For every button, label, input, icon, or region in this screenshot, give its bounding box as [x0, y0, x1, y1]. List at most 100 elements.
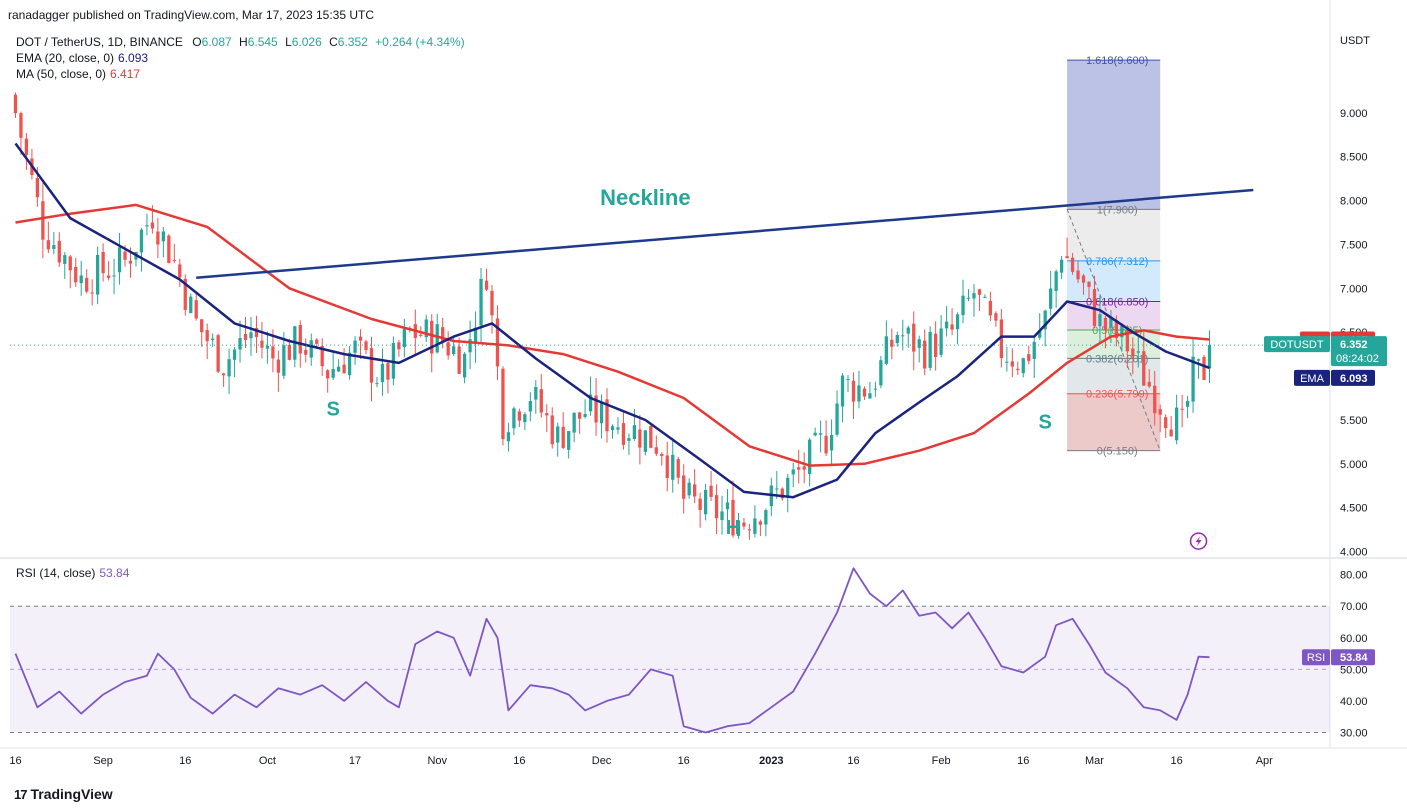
candle — [150, 222, 155, 229]
candle — [1070, 257, 1075, 272]
ema-legend[interactable]: EMA (20, close, 0) 6.093 — [16, 51, 149, 65]
candle — [19, 113, 23, 138]
pattern-label: S — [1039, 412, 1052, 434]
time-tick-label: 16 — [678, 755, 690, 767]
candle — [862, 388, 867, 397]
ma-legend[interactable]: MA (50, close, 0) 6.417 — [16, 67, 141, 81]
candle — [287, 344, 291, 360]
fibonacci-retracement[interactable]: 1.618(9.600) 1(7.900) 0.786(7.312) 0.618(6.… — [1066, 55, 1161, 458]
candle — [786, 477, 790, 498]
candle — [895, 334, 899, 344]
rsi-badge-name-text: RSI — [1307, 652, 1325, 664]
candle — [944, 321, 949, 329]
candle — [139, 229, 144, 253]
candle — [638, 429, 642, 448]
candle — [1076, 270, 1080, 280]
candle — [1120, 325, 1124, 338]
candle — [950, 324, 954, 330]
time-tick-label: Apr — [1256, 755, 1273, 767]
candle — [621, 423, 626, 445]
time-tick-label: 2023 — [759, 755, 783, 767]
candle — [742, 522, 746, 527]
candle — [780, 488, 784, 499]
candle — [68, 256, 72, 271]
candle — [331, 369, 335, 378]
candle — [74, 266, 78, 283]
candle — [1114, 319, 1119, 339]
candle — [353, 340, 357, 353]
candle — [52, 245, 56, 249]
rsi-legend[interactable]: RSI (14, close) 53.84 — [16, 566, 130, 580]
candle — [901, 335, 905, 337]
time-tick-label: Nov — [427, 755, 447, 767]
candle — [298, 324, 302, 354]
ema-badge-name — [1294, 369, 1330, 386]
candle — [857, 385, 861, 402]
candle — [271, 346, 275, 359]
rsi-tick-label: 40.00 — [1340, 696, 1368, 708]
candle — [117, 247, 122, 273]
rsi-tick-label: 60.00 — [1340, 633, 1368, 645]
candle — [813, 432, 817, 436]
candle — [961, 295, 965, 316]
candle — [879, 360, 883, 386]
candle — [397, 342, 401, 350]
candle — [178, 264, 182, 278]
fib-level-label: 0.382(6.201) — [1086, 353, 1148, 365]
candle — [90, 292, 94, 294]
candle — [254, 327, 259, 337]
candle — [747, 529, 752, 531]
rsi-badge-value: 53.84 — [1340, 652, 1368, 664]
candle — [484, 280, 489, 290]
price-tick-label: 7.500 — [1340, 239, 1368, 251]
time-tick-label: Dec — [592, 755, 612, 767]
candle — [243, 333, 248, 340]
tradingview-logo[interactable]: 17 TradingView — [14, 786, 113, 802]
candle — [868, 393, 872, 399]
candle — [643, 430, 647, 452]
candle — [534, 386, 538, 400]
time-tick-label: Feb — [932, 755, 951, 767]
candle — [172, 260, 176, 262]
rsi-panel: 30.00 40.00 50.00 60.00 70.00 80.00 RSI 53.84 — [10, 567, 1375, 740]
candle — [200, 319, 204, 333]
candle — [46, 240, 50, 250]
candle — [1010, 361, 1014, 367]
candle — [1081, 275, 1086, 283]
candle — [523, 414, 527, 423]
candle — [452, 346, 456, 355]
candle — [441, 327, 445, 343]
candle — [265, 345, 270, 349]
candle — [999, 319, 1004, 359]
candle — [205, 330, 209, 342]
candle — [1059, 259, 1064, 273]
candle — [227, 359, 231, 377]
fib-band — [1067, 60, 1161, 210]
candle — [35, 178, 40, 198]
symbol-name[interactable]: DOT / TetherUS, 1D, BINANCE — [16, 35, 183, 49]
candle — [232, 349, 237, 360]
candle — [276, 359, 281, 373]
ema-badge-value: 6.093 — [1340, 373, 1368, 385]
candle — [145, 225, 149, 227]
candle — [473, 327, 478, 344]
ema20-line — [14, 142, 1210, 499]
candle — [386, 363, 390, 380]
candle — [358, 336, 363, 341]
time-tick-label: Mar — [1085, 755, 1104, 767]
candle — [983, 296, 987, 298]
candle — [873, 388, 878, 390]
candle — [709, 485, 713, 497]
fib-level-label: 1(7.900) — [1097, 204, 1138, 216]
candle — [567, 431, 571, 450]
candle — [725, 502, 730, 510]
candle — [221, 373, 226, 376]
candle — [660, 454, 664, 457]
symbol-legend[interactable]: DOT / TetherUS, 1D, BINANCE O6.087 H6.54… — [16, 35, 465, 49]
candle — [189, 296, 193, 314]
candle — [550, 415, 554, 445]
candle — [380, 363, 385, 383]
candle — [764, 510, 768, 525]
candle — [906, 327, 910, 334]
